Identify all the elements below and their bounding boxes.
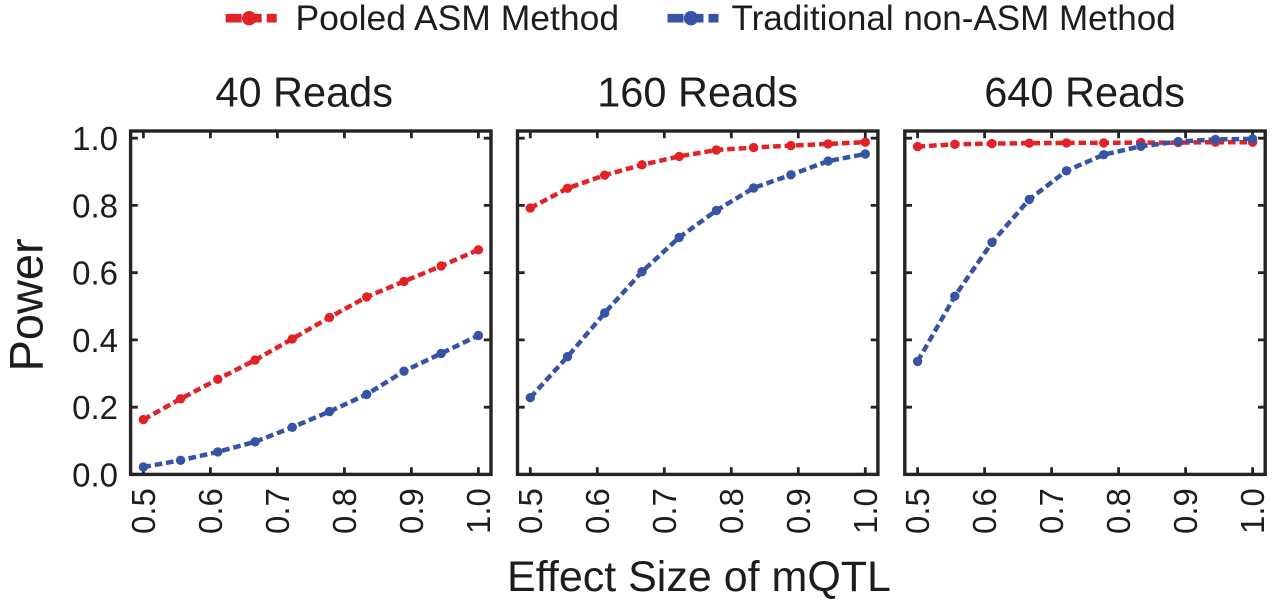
svg-text:0.6: 0.6 — [579, 488, 616, 534]
svg-text:0.8: 0.8 — [1100, 488, 1137, 534]
svg-text:40 Reads: 40 Reads — [215, 69, 393, 116]
svg-text:0.6: 0.6 — [192, 488, 229, 534]
svg-text:0.9: 0.9 — [1167, 488, 1204, 534]
svg-text:0.6: 0.6 — [966, 488, 1003, 534]
svg-text:0.7: 0.7 — [1033, 488, 1070, 534]
svg-text:Effect Size of mQTL: Effect Size of mQTL — [507, 553, 891, 601]
svg-text:0.8: 0.8 — [72, 187, 118, 224]
svg-text:0.6: 0.6 — [72, 255, 118, 292]
svg-text:1.0: 1.0 — [1234, 488, 1271, 534]
svg-text:Power: Power — [0, 238, 53, 371]
svg-text:0.0: 0.0 — [72, 456, 118, 493]
svg-text:Pooled ASM Method: Pooled ASM Method — [296, 0, 620, 38]
svg-text:1.0: 1.0 — [847, 488, 884, 534]
svg-text:0.9: 0.9 — [780, 488, 817, 534]
svg-text:640 Reads: 640 Reads — [984, 69, 1185, 116]
svg-text:1.0: 1.0 — [460, 488, 497, 534]
svg-text:0.4: 0.4 — [72, 322, 118, 359]
svg-text:0.8: 0.8 — [713, 488, 750, 534]
svg-text:1.0: 1.0 — [72, 120, 118, 157]
svg-text:0.5: 0.5 — [125, 488, 162, 534]
svg-text:0.7: 0.7 — [646, 488, 683, 534]
svg-text:0.5: 0.5 — [512, 488, 549, 534]
svg-text:160 Reads: 160 Reads — [597, 69, 798, 116]
svg-text:0.8: 0.8 — [326, 488, 363, 534]
svg-text:0.5: 0.5 — [899, 488, 936, 534]
svg-text:0.7: 0.7 — [259, 488, 296, 534]
svg-text:0.2: 0.2 — [72, 389, 118, 426]
svg-text:0.9: 0.9 — [393, 488, 430, 534]
svg-text:Traditional non-ASM Method: Traditional non-ASM Method — [732, 0, 1176, 38]
